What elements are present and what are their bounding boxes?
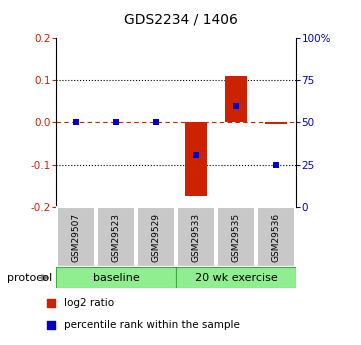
Point <box>233 103 239 108</box>
Bar <box>177 207 215 267</box>
Bar <box>56 267 176 288</box>
Text: log2 ratio: log2 ratio <box>64 298 114 307</box>
Text: 20 wk exercise: 20 wk exercise <box>195 273 277 283</box>
Point <box>153 120 159 125</box>
Text: GSM29529: GSM29529 <box>152 213 161 262</box>
Text: GSM29536: GSM29536 <box>271 213 280 262</box>
Bar <box>137 207 175 267</box>
Bar <box>176 267 296 288</box>
Text: GSM29507: GSM29507 <box>71 213 81 262</box>
Text: GSM29523: GSM29523 <box>112 213 121 262</box>
Bar <box>257 207 295 267</box>
Bar <box>185 122 207 196</box>
Text: protocol: protocol <box>7 273 52 283</box>
Bar <box>225 76 247 122</box>
Point <box>113 120 119 125</box>
Point <box>48 300 54 305</box>
Bar <box>57 207 95 267</box>
Point <box>193 152 199 157</box>
Point <box>273 162 279 167</box>
Bar <box>217 207 255 267</box>
Bar <box>97 207 135 267</box>
Point <box>48 323 54 328</box>
Text: percentile rank within the sample: percentile rank within the sample <box>64 321 240 330</box>
Text: baseline: baseline <box>92 273 139 283</box>
Text: GSM29533: GSM29533 <box>191 213 200 262</box>
Bar <box>265 122 287 124</box>
Text: GSM29535: GSM29535 <box>231 213 240 262</box>
Text: GDS2234 / 1406: GDS2234 / 1406 <box>123 12 238 26</box>
Point <box>73 120 79 125</box>
